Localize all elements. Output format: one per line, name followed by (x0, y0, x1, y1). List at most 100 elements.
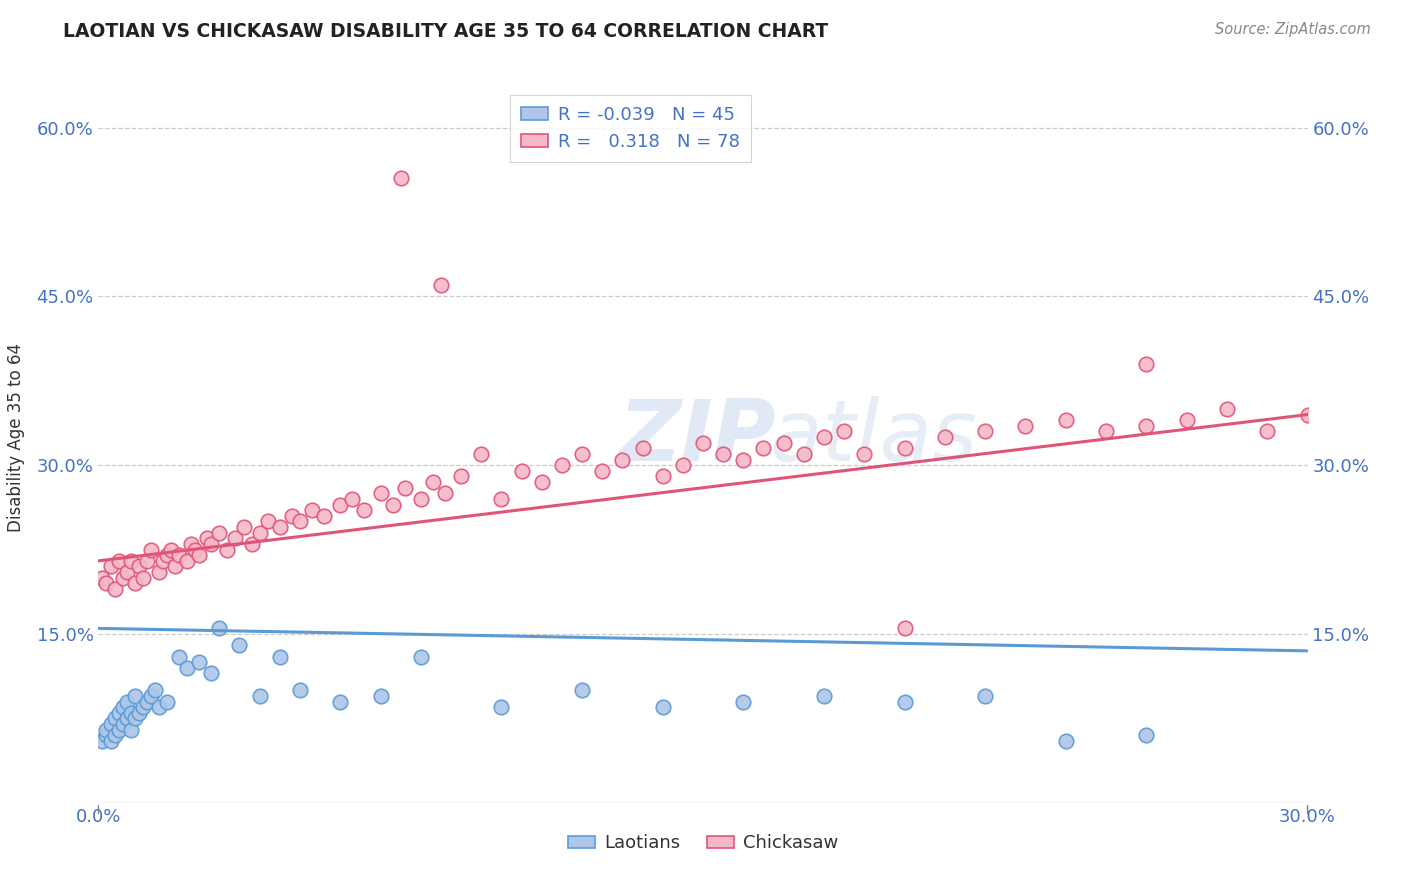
Point (167, 649, 190, 664)
Point (269, 520, 291, 534)
Point (631, 442, 654, 456)
Point (832, 425, 855, 439)
Point (329, 694, 352, 708)
Point (249, 525, 271, 540)
Point (269, 649, 291, 664)
Point (107, 554, 129, 568)
Point (128, 706, 150, 720)
Point (491, 491, 513, 506)
Point (510, 464, 533, 478)
Point (1256, 425, 1278, 439)
Point (111, 571, 134, 585)
Point (651, 469, 673, 483)
Point (1054, 413, 1077, 427)
Point (152, 554, 174, 568)
Point (100, 559, 122, 574)
Point (208, 621, 231, 635)
Point (195, 532, 218, 546)
Y-axis label: Disability Age 35 to 64: Disability Age 35 to 64 (7, 343, 25, 532)
Point (107, 706, 129, 720)
Point (96, 728, 118, 742)
Point (1296, 408, 1319, 422)
Text: atlas: atlas (769, 395, 977, 479)
Point (224, 532, 246, 546)
Point (180, 537, 202, 551)
Point (1175, 413, 1198, 427)
Point (100, 717, 122, 731)
Point (120, 706, 142, 720)
Point (591, 464, 613, 478)
Point (281, 508, 304, 523)
Point (148, 565, 170, 579)
Point (124, 689, 146, 703)
Point (249, 689, 271, 703)
Point (148, 700, 170, 714)
Text: Source: ZipAtlas.com: Source: ZipAtlas.com (1215, 22, 1371, 37)
Point (160, 542, 183, 557)
Point (853, 447, 876, 461)
Point (711, 447, 734, 461)
Point (96, 723, 118, 737)
Point (115, 711, 138, 725)
Point (115, 694, 138, 708)
Point (96, 576, 118, 591)
Point (329, 498, 352, 512)
Point (208, 525, 231, 540)
Point (422, 475, 444, 489)
Point (672, 458, 695, 473)
Point (232, 520, 254, 534)
Point (135, 554, 157, 568)
Point (184, 542, 207, 557)
Point (288, 515, 311, 529)
Point (176, 554, 198, 568)
Point (1216, 401, 1239, 416)
Point (394, 481, 416, 495)
Point (491, 700, 513, 714)
Point (240, 537, 263, 551)
Point (167, 548, 190, 562)
Point (530, 475, 553, 489)
Point (163, 559, 186, 574)
Point (1054, 734, 1077, 748)
Point (217, 542, 239, 557)
Point (107, 723, 129, 737)
Point (132, 571, 155, 585)
Point (733, 452, 755, 467)
Point (434, 486, 457, 500)
Point (571, 447, 593, 461)
Point (115, 565, 138, 579)
Point (124, 576, 146, 591)
Point (612, 452, 634, 467)
Point (733, 694, 755, 708)
Point (893, 442, 915, 456)
Point (103, 711, 125, 725)
Point (314, 508, 336, 523)
Point (132, 700, 155, 714)
Point (752, 442, 775, 456)
Point (301, 503, 323, 517)
Point (176, 661, 198, 675)
Text: LAOTIAN VS CHICKASAW DISABILITY AGE 35 TO 64 CORRELATION CHART: LAOTIAN VS CHICKASAW DISABILITY AGE 35 T… (63, 22, 828, 41)
Point (111, 700, 134, 714)
Point (692, 435, 714, 450)
Point (120, 723, 142, 737)
Point (143, 683, 166, 698)
Point (103, 728, 125, 742)
Point (409, 649, 432, 664)
Point (813, 689, 835, 703)
Point (188, 548, 211, 562)
Point (1014, 418, 1036, 433)
Point (100, 734, 122, 748)
Point (893, 621, 915, 635)
Text: ZIP: ZIP (619, 395, 776, 479)
Point (571, 683, 593, 698)
Point (156, 694, 179, 708)
Point (228, 638, 250, 652)
Point (1135, 728, 1157, 742)
Point (370, 689, 392, 703)
Point (120, 554, 142, 568)
Point (91, 734, 114, 748)
Point (91, 571, 114, 585)
Point (353, 503, 375, 517)
Point (200, 666, 222, 681)
